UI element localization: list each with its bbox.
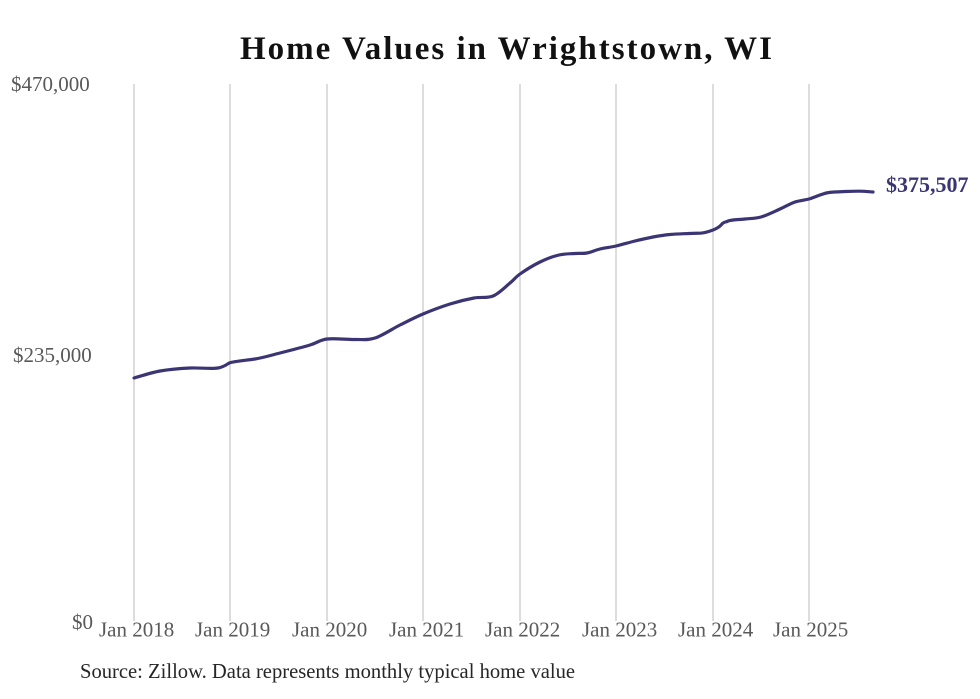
svg-text:$375,507: $375,507 [886, 172, 969, 197]
svg-text:Jan 2024: Jan 2024 [678, 618, 754, 642]
svg-text:Jan 2025: Jan 2025 [773, 618, 848, 642]
svg-text:Jan 2023: Jan 2023 [582, 618, 657, 642]
svg-text:$235,000: $235,000 [13, 343, 92, 367]
svg-text:Jan 2020: Jan 2020 [292, 618, 367, 642]
svg-text:$470,000: $470,000 [11, 72, 90, 96]
svg-text:Jan 2022: Jan 2022 [485, 618, 560, 642]
svg-text:Jan 2018: Jan 2018 [99, 618, 174, 642]
svg-text:$0: $0 [72, 610, 93, 634]
svg-text:Jan 2021: Jan 2021 [389, 618, 464, 642]
svg-text:Jan 2019: Jan 2019 [195, 618, 270, 642]
